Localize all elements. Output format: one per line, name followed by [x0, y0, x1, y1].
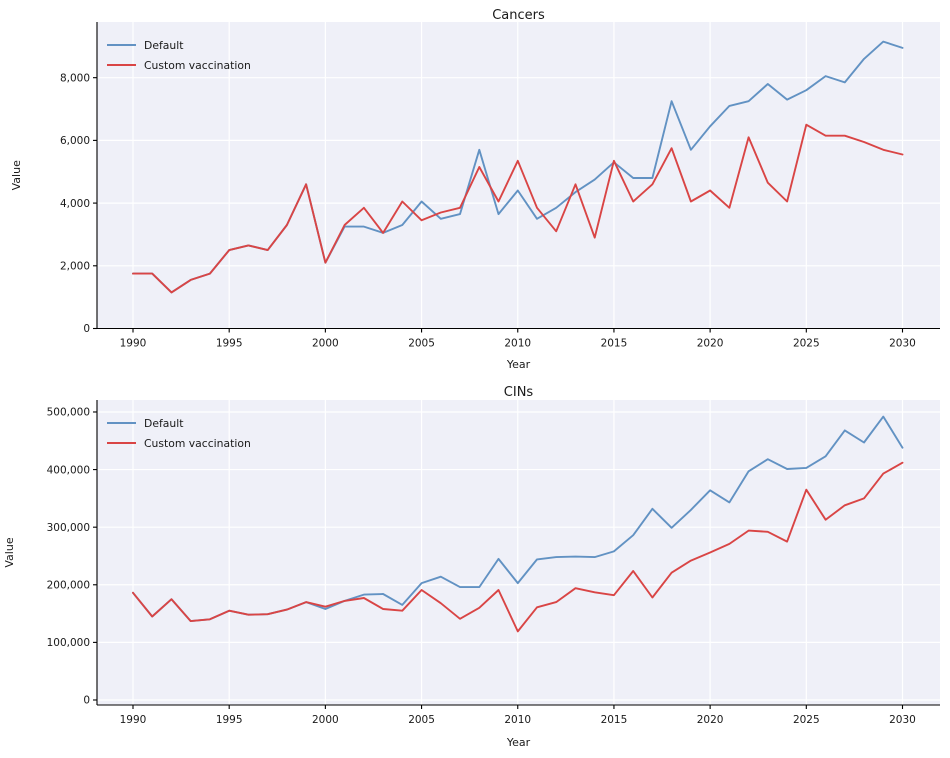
y-tick-label: 6,000 [60, 135, 90, 147]
y-axis-label: Value [3, 537, 16, 567]
y-tick-label: 200,000 [47, 579, 90, 591]
series-line-custom-vaccination [132, 123, 904, 294]
plot-area [97, 22, 940, 329]
x-tick-label: 2020 [697, 338, 724, 350]
cancers-chart: 0 2,000 4,000 6,000 8,000 1990 1995 2000 2005 201… [10, 8, 940, 371]
y-tick-label: 0 [83, 323, 90, 335]
x-tick-label: 2000 [312, 714, 339, 726]
x-tick-label: 1990 [120, 714, 147, 726]
y-tick-label: 0 [83, 695, 90, 707]
x-tick-label: 1995 [216, 338, 243, 350]
y-tick-label: 300,000 [47, 522, 90, 534]
x-tick-label: 2030 [889, 338, 916, 350]
legend: Default Custom vaccination [107, 39, 251, 72]
x-tick-label: 2015 [601, 338, 628, 350]
chart-title: CINs [504, 385, 534, 400]
x-tick-label: 2020 [697, 714, 724, 726]
x-tick-label: 2025 [793, 338, 820, 350]
plot-area [97, 400, 940, 705]
cins-chart: 0 100,000 200,000 300,000 400,000 500,000 1990… [3, 385, 940, 749]
y-tick-label: 100,000 [47, 637, 90, 649]
y-tick-label: 400,000 [47, 464, 90, 476]
y-tick-label: 4,000 [60, 198, 90, 210]
y-tick-label: 8,000 [60, 72, 90, 84]
x-tick-label: 2005 [408, 338, 435, 350]
x-tick-label: 2010 [504, 714, 531, 726]
x-tick-label: 2030 [889, 714, 916, 726]
x-tick-label: 1995 [216, 714, 243, 726]
legend: Default Custom vaccination [107, 417, 251, 450]
y-tick-label: 500,000 [47, 407, 90, 419]
x-axis-label: Year [506, 736, 531, 749]
x-tick-label: 2010 [504, 338, 531, 350]
legend-label: Default [144, 417, 183, 430]
y-axis-label: Value [10, 160, 23, 190]
legend-label: Custom vaccination [144, 437, 251, 450]
legend-label: Custom vaccination [144, 59, 251, 72]
series-line-custom-vaccination [132, 461, 904, 633]
legend-label: Default [144, 39, 183, 52]
x-tick-label: 2005 [408, 714, 435, 726]
x-tick-label: 1990 [120, 338, 147, 350]
x-tick-label: 2015 [601, 714, 628, 726]
y-tick-label: 2,000 [60, 260, 90, 272]
x-tick-label: 2000 [312, 338, 339, 350]
x-axis-label: Year [506, 358, 531, 371]
chart-title: Cancers [492, 8, 545, 23]
x-tick-label: 2025 [793, 714, 820, 726]
